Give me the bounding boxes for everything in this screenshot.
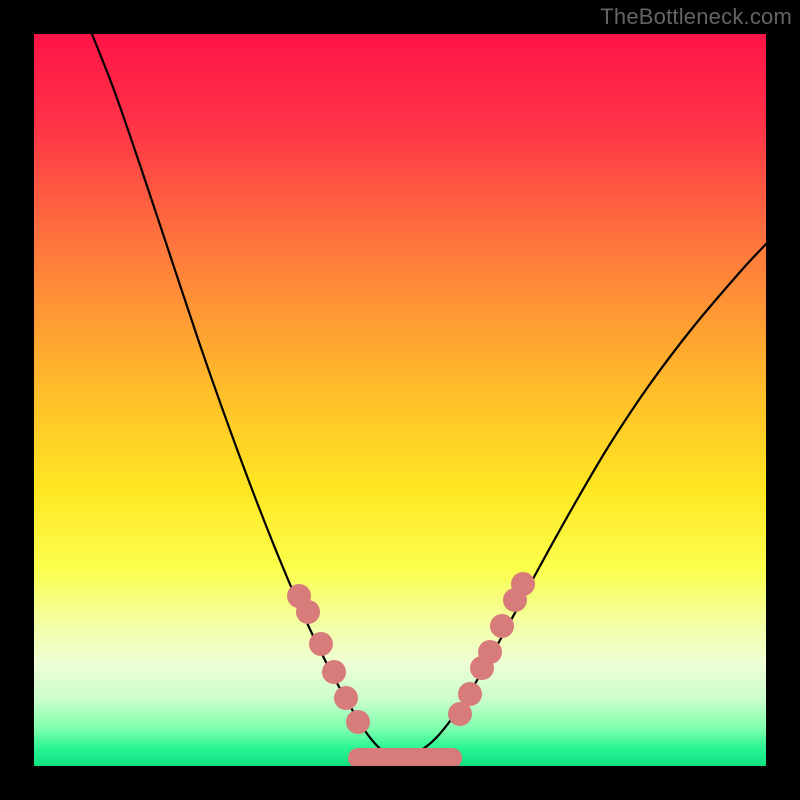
watermark-text: TheBottleneck.com <box>600 4 792 30</box>
left-dot-2 <box>309 632 333 656</box>
left-dot-1 <box>296 600 320 624</box>
right-dot-1 <box>458 682 482 706</box>
left-dot-4 <box>334 686 358 710</box>
right-dot-3 <box>478 640 502 664</box>
right-dot-6 <box>511 572 535 596</box>
left-dot-5 <box>346 710 370 734</box>
left-dot-3 <box>322 660 346 684</box>
right-dot-4 <box>490 614 514 638</box>
chart-stage: TheBottleneck.com <box>0 0 800 800</box>
bottleneck-chart <box>0 0 800 800</box>
gradient-background <box>34 34 766 766</box>
